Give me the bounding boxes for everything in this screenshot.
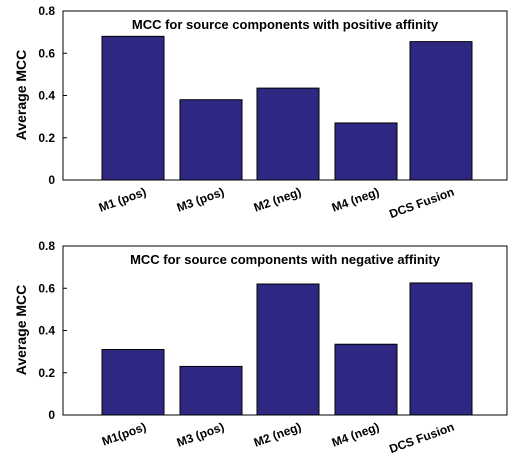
bar-bottom-5 — [409, 282, 473, 416]
y-axis-label-top: Average MCC — [13, 50, 29, 141]
y-tick-label-top: 0.2 — [38, 131, 55, 145]
y-tick-label-top: 0.8 — [38, 4, 55, 18]
x-tick-label-bottom: DCS Fusion — [387, 420, 456, 456]
bar-bottom-4 — [334, 343, 398, 416]
bar-top-1 — [101, 35, 165, 181]
y-axis-label-bottom: Average MCC — [13, 285, 29, 376]
y-tick-label-bottom: 0.8 — [38, 239, 55, 253]
x-tick-label-bottom: M2 (neg) — [252, 420, 303, 450]
bars-top — [101, 35, 473, 181]
x-tick-label-bottom: M4 (neg) — [330, 420, 381, 450]
x-tick-label-top: M1 (pos) — [97, 185, 148, 215]
y-tick-label-bottom: 0.2 — [38, 366, 55, 380]
x-tick-label-top: M2 (neg) — [252, 185, 303, 215]
bar-top-3 — [256, 87, 320, 181]
bar-top-5 — [409, 41, 473, 181]
y-tick-label-top: 0.4 — [38, 89, 55, 103]
bar-top-2 — [179, 99, 243, 181]
chart-top: MCC for source components with positive … — [13, 4, 508, 221]
chart-title-top: MCC for source components with positive … — [132, 17, 439, 32]
x-tick-label-bottom: M3 (pos) — [175, 420, 226, 450]
y-ticks-bottom: 0 0.2 0.4 0.6 0.8 — [38, 239, 67, 422]
y-tick-label-bottom: 0.6 — [38, 281, 55, 295]
x-tick-labels-bottom: M1(pos) M3 (pos) M2 (neg) M4 (neg) DCS Fusio… — [100, 420, 456, 456]
x-tick-label-top: M4 (neg) — [330, 185, 381, 215]
y-tick-label-top: 0 — [48, 173, 55, 187]
x-tick-label-bottom: M1(pos) — [100, 420, 148, 449]
y-ticks-top: 0 0.2 0.4 0.6 0.8 — [38, 4, 67, 187]
x-tick-label-top: M3 (pos) — [175, 185, 226, 215]
y-tick-label-bottom: 0.4 — [38, 324, 55, 338]
chart-title-bottom: MCC for source components with negative … — [130, 252, 441, 267]
bar-bottom-3 — [256, 283, 320, 416]
bar-top-4 — [334, 122, 398, 181]
y-tick-label-bottom: 0 — [48, 408, 55, 422]
chart-bottom: MCC for source components with negative … — [13, 239, 508, 456]
bar-bottom-1 — [101, 349, 165, 416]
bar-bottom-2 — [179, 365, 243, 416]
x-tick-label-top: DCS Fusion — [387, 185, 456, 221]
bars-bottom — [101, 282, 473, 416]
x-tick-labels-top: M1 (pos) M3 (pos) M2 (neg) M4 (neg) DCS Fusi… — [97, 185, 456, 221]
y-tick-label-top: 0.6 — [38, 46, 55, 60]
